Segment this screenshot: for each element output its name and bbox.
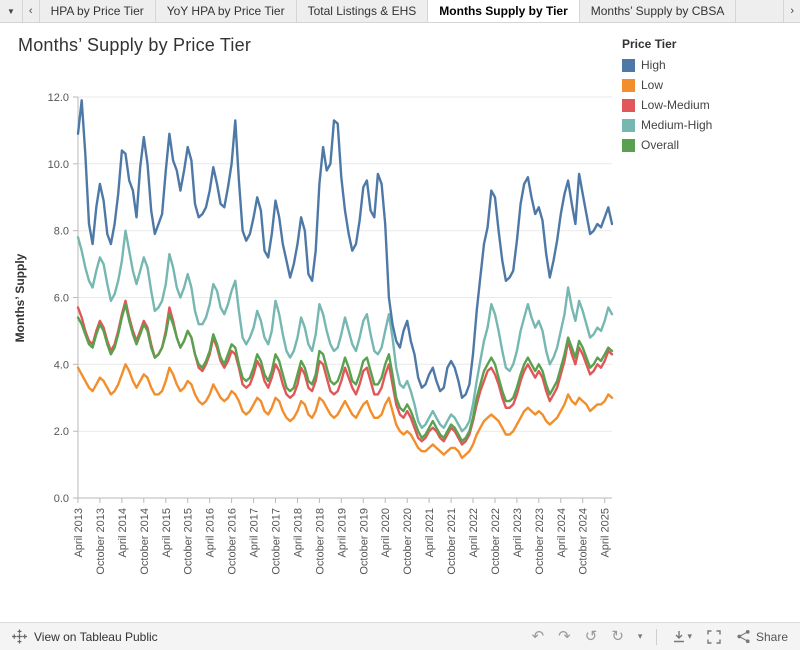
pause-caret-icon[interactable]: ▾ xyxy=(637,631,643,641)
toolbar-actions: ↶ ↷ ↺ ↻ ▾ ▾ xyxy=(531,628,788,645)
download-button[interactable]: ▾ xyxy=(671,629,692,645)
refresh-icon[interactable]: ↻ xyxy=(611,628,624,645)
x-tick-label: October 2018 xyxy=(314,508,326,575)
y-tick-label: 2.0 xyxy=(54,426,69,438)
legend-item-medium-high[interactable]: Medium-High xyxy=(622,118,790,132)
x-tick-label: October 2019 xyxy=(358,508,370,575)
chart-title: Months’ Supply by Price Tier xyxy=(18,35,252,55)
x-tick-label: April 2021 xyxy=(424,508,436,558)
months-supply-line-chart: 0.0 2.0 4.0 6.0 8.0 10.0 12.0 April 2013 October… xyxy=(13,92,614,575)
x-tick-label: October 2024 xyxy=(578,508,590,575)
sheet-tab-bar: ▼ ‹ HPA by Price Tier YoY HPA by Price Ti… xyxy=(0,0,800,23)
view-on-tableau-public-link[interactable]: View on Tableau Public xyxy=(12,629,158,644)
legend-item-overall[interactable]: Overall xyxy=(622,138,790,152)
tab-months-supply-by-cbsa[interactable]: Months’ Supply by CBSA xyxy=(579,0,737,22)
share-icon xyxy=(736,629,751,644)
revert-icon[interactable]: ↺ xyxy=(584,628,598,645)
redo-icon[interactable]: ↷ xyxy=(558,628,571,645)
legend-label: Overall xyxy=(641,138,680,152)
x-tick-label: April 2017 xyxy=(249,508,261,558)
next-tabs-chevron-icon[interactable]: › xyxy=(783,0,800,22)
series-line-medium-high[interactable] xyxy=(76,229,614,433)
tableau-logo-icon xyxy=(12,629,27,644)
prev-tabs-chevron-icon[interactable]: ‹ xyxy=(23,0,40,22)
tab-hpa-by-price-tier[interactable]: HPA by Price Tier xyxy=(39,0,156,22)
tab-bar-tabs: HPA by Price Tier YoY HPA by Price Tier To… xyxy=(39,0,737,22)
tab-yoy-hpa-by-price-tier[interactable]: YoY HPA by Price Tier xyxy=(155,0,297,22)
x-tick-label: October 2013 xyxy=(95,508,107,575)
toolbar-separator xyxy=(656,628,658,645)
download-caret-icon: ▾ xyxy=(687,631,692,641)
y-tick-label: 6.0 xyxy=(54,293,69,305)
series-line-low[interactable] xyxy=(76,363,614,460)
x-tick-label: October 2015 xyxy=(183,508,195,575)
x-tick-label: October 2023 xyxy=(534,508,546,575)
x-tick-label: October 2020 xyxy=(402,508,414,575)
tab-total-listings-ehs[interactable]: Total Listings & EHS xyxy=(296,0,429,22)
share-label: Share xyxy=(755,629,788,644)
legend-items: High Low Low-Medium Medium-High Overall xyxy=(622,58,790,152)
x-tick-label: October 2016 xyxy=(227,508,239,575)
y-tick-label: 12.0 xyxy=(48,92,69,104)
y-tick-label: 4.0 xyxy=(54,359,69,371)
legend-item-low[interactable]: Low xyxy=(622,78,790,92)
fullscreen-button[interactable] xyxy=(706,629,722,645)
x-tick-label: April 2013 xyxy=(73,508,85,558)
legend-item-low-medium[interactable]: Low-Medium xyxy=(622,98,790,112)
y-tick-label: 8.0 xyxy=(54,226,69,238)
legend-swatch xyxy=(622,138,635,152)
bottom-toolbar: View on Tableau Public ↶ ↷ ↺ ↻ ▾ ▾ xyxy=(0,622,800,650)
x-tick-label: April 2022 xyxy=(468,508,480,558)
x-tick-label: April 2016 xyxy=(205,508,217,558)
tab-months-supply-by-tier[interactable]: Months Supply by Tier xyxy=(428,0,580,22)
legend-item-high[interactable]: High xyxy=(622,58,790,72)
legend-swatch xyxy=(622,98,635,112)
undo-icon[interactable]: ↶ xyxy=(531,628,545,645)
x-tick-label: April 2014 xyxy=(117,508,129,558)
legend-title: Price Tier xyxy=(622,37,677,51)
legend-label: Low-Medium xyxy=(641,98,710,112)
legend-label: Medium-High xyxy=(641,118,713,132)
x-tick-label: October 2014 xyxy=(139,508,151,575)
y-tick-label: 0.0 xyxy=(54,493,69,505)
x-tick-label: April 2019 xyxy=(336,508,348,558)
y-tick-label: 10.0 xyxy=(48,159,69,171)
x-tick-label: April 2025 xyxy=(600,508,612,558)
x-tick-label: April 2015 xyxy=(161,508,173,558)
x-tick-label: October 2017 xyxy=(271,508,283,575)
legend-label: High xyxy=(641,58,666,72)
legend: Price Tier High Low Low-Medium Medium-High O… xyxy=(622,37,790,158)
share-button[interactable]: Share xyxy=(736,629,788,644)
view-on-tableau-public-label: View on Tableau Public xyxy=(34,629,158,644)
legend-label: Low xyxy=(641,78,664,92)
x-tick-label: April 2018 xyxy=(293,508,305,558)
x-tick-label: April 2023 xyxy=(512,508,524,558)
legend-swatch xyxy=(622,58,635,72)
fullscreen-icon xyxy=(707,629,721,644)
legend-swatch xyxy=(622,78,635,92)
x-tick-label: October 2022 xyxy=(490,508,502,575)
x-tick-label: October 2021 xyxy=(446,508,458,575)
series-line-overall[interactable] xyxy=(76,302,614,443)
download-icon xyxy=(674,630,685,642)
x-tick-label: April 2020 xyxy=(380,508,392,558)
series-line-high[interactable] xyxy=(76,99,614,399)
legend-swatch xyxy=(622,118,635,132)
viz-content: Months’ Supply by Price Tier 0.0 2.0 4.0 6.… xyxy=(0,23,800,622)
sheet-menu-caret-icon[interactable]: ▼ xyxy=(0,0,23,22)
x-tick-label: April 2024 xyxy=(556,508,568,558)
y-axis-title: Months’ Supply xyxy=(13,253,27,342)
